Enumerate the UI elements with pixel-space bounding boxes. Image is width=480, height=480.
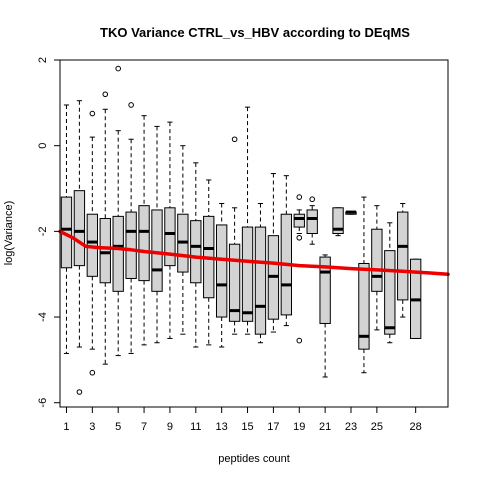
boxes-layer bbox=[60, 65, 422, 395]
box-2 bbox=[73, 100, 86, 395]
x-tick-label: 23 bbox=[345, 421, 357, 433]
x-tick-label: 3 bbox=[89, 421, 95, 433]
box-13 bbox=[215, 203, 228, 348]
box-10 bbox=[177, 145, 189, 335]
box-iqr bbox=[99, 218, 111, 284]
box-28 bbox=[409, 258, 422, 339]
box-9 bbox=[164, 121, 176, 339]
box-iqr bbox=[164, 207, 176, 267]
box-8 bbox=[151, 125, 163, 344]
trend-line bbox=[58, 229, 450, 276]
box-19 bbox=[293, 194, 305, 344]
y-tick-label: -4 bbox=[37, 312, 49, 322]
box-18 bbox=[280, 175, 293, 327]
y-tick-label: 0 bbox=[37, 143, 49, 149]
box-iqr bbox=[73, 190, 86, 267]
box-iqr bbox=[358, 262, 370, 350]
box-16 bbox=[254, 203, 267, 344]
box-iqr bbox=[241, 226, 254, 322]
y-tick-label: 2 bbox=[37, 57, 49, 63]
x-tick-label: 11 bbox=[190, 421, 201, 433]
box-iqr bbox=[306, 209, 318, 235]
x-tick-label: 19 bbox=[293, 421, 305, 433]
box-4 bbox=[99, 91, 111, 365]
box-iqr bbox=[215, 224, 228, 318]
outlier-point bbox=[128, 102, 134, 108]
box-iqr bbox=[254, 226, 267, 335]
outlier-point bbox=[76, 389, 83, 395]
box-iqr bbox=[332, 207, 344, 234]
x-tick-label: 1 bbox=[63, 421, 69, 433]
x-axis-label: peptides count bbox=[218, 453, 290, 465]
x-tick-label: 9 bbox=[167, 421, 173, 433]
x-tick-label: 25 bbox=[371, 421, 383, 433]
box-7 bbox=[138, 115, 150, 346]
box-iqr bbox=[293, 213, 305, 228]
outlier-point bbox=[296, 194, 303, 200]
box-iqr bbox=[125, 211, 137, 279]
outlier-point bbox=[115, 65, 121, 72]
outlier-point bbox=[102, 91, 109, 98]
box-14 bbox=[228, 136, 241, 335]
y-axis-label: log(Variance) bbox=[3, 201, 15, 266]
box-iqr bbox=[151, 209, 163, 292]
outlier-point bbox=[89, 369, 96, 376]
outlier-point bbox=[309, 196, 316, 203]
box-11 bbox=[190, 162, 202, 348]
box-26 bbox=[384, 222, 396, 344]
x-tick-label: 21 bbox=[319, 421, 331, 433]
trend-layer bbox=[58, 229, 450, 276]
chart-title: TKO Variance CTRL_vs_HBV according to DE… bbox=[100, 25, 410, 40]
outlier-point bbox=[296, 234, 303, 241]
y-tick-label: -2 bbox=[37, 227, 49, 237]
x-tick-label: 7 bbox=[141, 421, 147, 433]
box-12 bbox=[203, 179, 215, 346]
x-tick-label: 13 bbox=[216, 421, 228, 433]
box-iqr bbox=[190, 220, 202, 284]
box-15 bbox=[241, 106, 254, 335]
y-axis: -6 -4 -2 0 2 bbox=[37, 57, 61, 408]
box-iqr bbox=[228, 243, 241, 322]
box-5 bbox=[112, 65, 124, 357]
outlier-point bbox=[89, 110, 96, 117]
box-iqr bbox=[138, 205, 150, 282]
box-iqr bbox=[384, 250, 396, 335]
y-tick-label: -6 bbox=[37, 398, 49, 408]
box-1 bbox=[60, 104, 73, 354]
box-iqr bbox=[397, 211, 409, 301]
box-27 bbox=[397, 203, 409, 318]
box-6 bbox=[125, 102, 137, 354]
outlier-point bbox=[231, 136, 238, 143]
box-24 bbox=[358, 196, 370, 374]
box-23 bbox=[345, 210, 357, 215]
box-iqr bbox=[319, 256, 331, 324]
box-21 bbox=[319, 254, 331, 378]
box-17 bbox=[267, 173, 280, 333]
box-20 bbox=[306, 196, 318, 245]
box-25 bbox=[371, 205, 383, 331]
x-tick-label: 17 bbox=[267, 421, 279, 433]
x-tick-label: 15 bbox=[241, 421, 253, 433]
box-22 bbox=[332, 207, 344, 237]
box-3 bbox=[86, 110, 99, 376]
x-axis: 1 3 5 7 9 11 13 15 17 19 21 23 25 28 bbox=[63, 406, 422, 433]
x-tick-label: 5 bbox=[115, 421, 121, 433]
x-tick-label: 28 bbox=[410, 421, 422, 433]
box-iqr bbox=[371, 228, 383, 292]
box-iqr bbox=[112, 215, 124, 292]
outlier-point bbox=[296, 337, 303, 344]
